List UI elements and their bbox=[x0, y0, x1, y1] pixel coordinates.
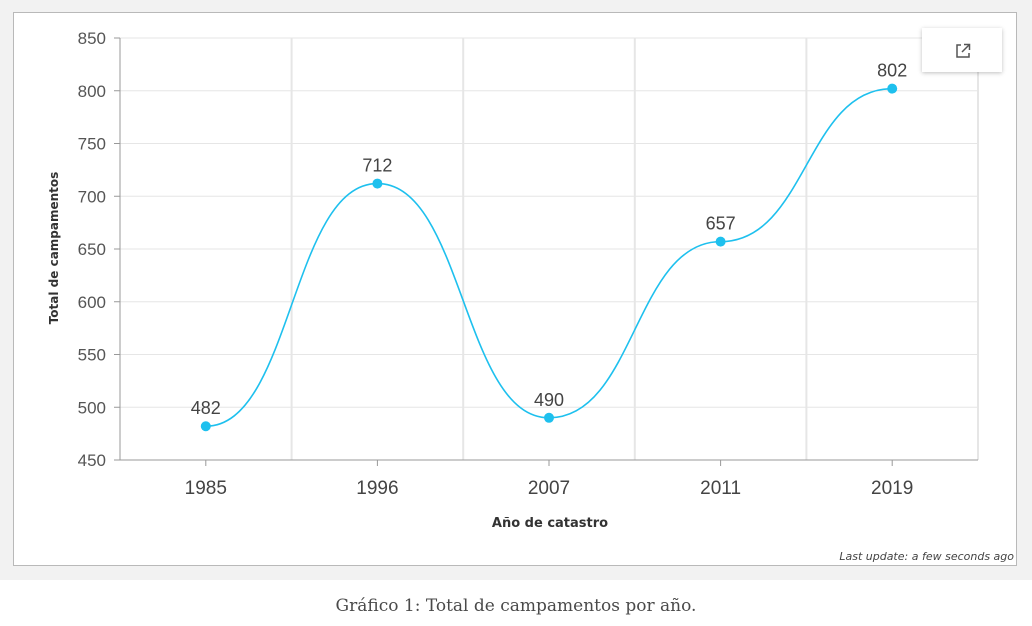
open-external-icon bbox=[956, 43, 971, 58]
x-tick-label: 1985 bbox=[185, 478, 227, 499]
figure-caption: Gráfico 1: Total de campamentos por año. bbox=[335, 596, 697, 616]
x-tick-label: 2019 bbox=[871, 478, 913, 499]
y-tick-label: 450 bbox=[78, 451, 106, 470]
data-label: 657 bbox=[706, 214, 736, 234]
y-tick-label: 700 bbox=[78, 187, 106, 206]
y-tick-label: 800 bbox=[78, 82, 106, 101]
open-in-new-window-button[interactable] bbox=[922, 28, 1002, 72]
y-axis-label: Total de campamentos bbox=[47, 171, 61, 325]
x-axis-label: Año de catastro bbox=[491, 516, 609, 531]
data-label: 802 bbox=[877, 61, 907, 81]
data-point bbox=[544, 412, 554, 423]
y-tick-label: 550 bbox=[78, 346, 106, 365]
x-tick-label: 2011 bbox=[700, 478, 741, 499]
data-point bbox=[200, 421, 211, 432]
data-point bbox=[887, 83, 898, 94]
data-label: 482 bbox=[191, 398, 221, 418]
data-label: 712 bbox=[362, 156, 392, 176]
x-tick-label: 1996 bbox=[356, 478, 398, 499]
data-point bbox=[715, 236, 726, 247]
data-point bbox=[372, 178, 383, 189]
y-tick-label: 500 bbox=[78, 398, 106, 417]
x-tick-label: 2007 bbox=[528, 478, 570, 499]
series-line bbox=[205, 87, 893, 428]
data-label: 490 bbox=[534, 390, 564, 410]
y-tick-label: 650 bbox=[78, 240, 106, 259]
y-tick-label: 600 bbox=[78, 293, 106, 312]
y-tick-label: 750 bbox=[78, 135, 106, 154]
last-update-text: Last update: a few seconds ago bbox=[839, 550, 1014, 563]
y-tick-label: 850 bbox=[78, 29, 106, 48]
